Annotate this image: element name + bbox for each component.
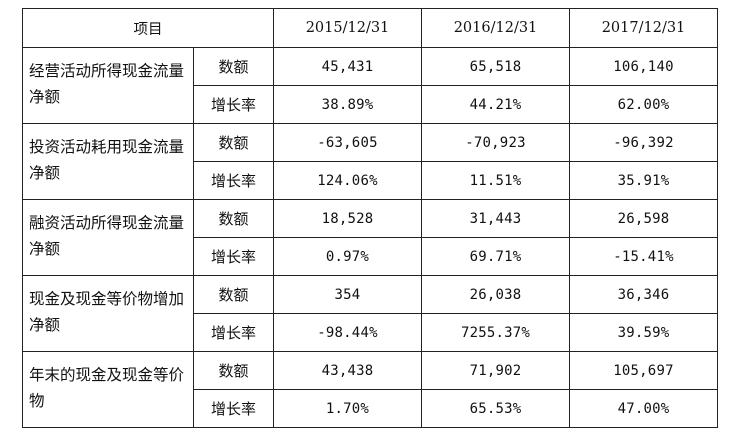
table-header-row: 项目 2015/12/31 2016/12/31 2017/12/31 bbox=[22, 8, 718, 48]
metric-label: 增长率 bbox=[193, 389, 274, 428]
table-row: 增长率 0.97% 69.71% -15.41% bbox=[23, 237, 718, 276]
table-row: 年末的现金及现金等价物 数额 43,438 71,902 105,697 bbox=[22, 351, 718, 428]
value-cell: -15.41% bbox=[569, 237, 718, 276]
value-cell: 1.70% bbox=[273, 389, 422, 428]
value-cell: 106,140 bbox=[569, 47, 718, 86]
metric-label: 数额 bbox=[193, 199, 274, 238]
value-cell: 39.59% bbox=[569, 313, 718, 352]
value-cell: -96,392 bbox=[569, 123, 718, 162]
value-cell: 65,518 bbox=[421, 47, 570, 86]
table-row: 经营活动所得现金流量净额 数额 45,431 65,518 106,140 bbox=[22, 47, 718, 124]
value-cell: 0.97% bbox=[273, 237, 422, 276]
metric-label: 增长率 bbox=[193, 85, 274, 124]
value-cell: 26,598 bbox=[569, 199, 718, 238]
value-cell: -70,923 bbox=[421, 123, 570, 162]
value-cell: 45,431 bbox=[273, 47, 422, 86]
table-row: 融资活动所得现金流量净额 数额 18,528 31,443 26,598 bbox=[22, 199, 718, 276]
value-cell: 31,443 bbox=[421, 199, 570, 238]
table-row: 现金及现金等价物增加净额 数额 354 26,038 36,346 bbox=[22, 275, 718, 352]
cash-flow-table: 项目 2015/12/31 2016/12/31 2017/12/31 经营活动… bbox=[22, 8, 718, 428]
row-group-name: 现金及现金等价物增加净额 bbox=[22, 275, 194, 352]
table-row: 投资活动耗用现金流量净额 数额 -63,605 -70,923 -96,392 bbox=[22, 123, 718, 200]
cash-flow-table-container: 项目 2015/12/31 2016/12/31 2017/12/31 经营活动… bbox=[22, 8, 718, 428]
header-year-2015: 2015/12/31 bbox=[273, 8, 422, 48]
table-row: 增长率 124.06% 11.51% 35.91% bbox=[23, 161, 718, 200]
value-cell: 71,902 bbox=[421, 351, 570, 390]
value-cell: 7255.37% bbox=[421, 313, 570, 352]
value-cell: -98.44% bbox=[273, 313, 422, 352]
metric-label: 增长率 bbox=[193, 237, 274, 276]
value-cell: 124.06% bbox=[273, 161, 422, 200]
value-cell: 11.51% bbox=[421, 161, 570, 200]
metric-label: 增长率 bbox=[193, 313, 274, 352]
row-group-name: 经营活动所得现金流量净额 bbox=[22, 47, 194, 124]
header-item-label: 项目 bbox=[22, 8, 274, 48]
value-cell: 35.91% bbox=[569, 161, 718, 200]
value-cell: 69.71% bbox=[421, 237, 570, 276]
row-group-name: 融资活动所得现金流量净额 bbox=[22, 199, 194, 276]
table-row: 增长率 1.70% 65.53% 47.00% bbox=[23, 389, 718, 428]
value-cell: 36,346 bbox=[569, 275, 718, 314]
row-group-name: 年末的现金及现金等价物 bbox=[22, 351, 194, 428]
value-cell: 65.53% bbox=[421, 389, 570, 428]
value-cell: 44.21% bbox=[421, 85, 570, 124]
metric-label: 数额 bbox=[193, 47, 274, 86]
value-cell: 18,528 bbox=[273, 199, 422, 238]
metric-label: 数额 bbox=[193, 123, 274, 162]
metric-label: 数额 bbox=[193, 275, 274, 314]
metric-label: 数额 bbox=[193, 351, 274, 390]
metric-label: 增长率 bbox=[193, 161, 274, 200]
table-row: 增长率 -98.44% 7255.37% 39.59% bbox=[23, 313, 718, 352]
value-cell: 105,697 bbox=[569, 351, 718, 390]
header-year-2016: 2016/12/31 bbox=[421, 8, 570, 48]
row-group-name: 投资活动耗用现金流量净额 bbox=[22, 123, 194, 200]
value-cell: 26,038 bbox=[421, 275, 570, 314]
table-row: 增长率 38.89% 44.21% 62.00% bbox=[23, 85, 718, 124]
value-cell: -63,605 bbox=[273, 123, 422, 162]
header-year-2017: 2017/12/31 bbox=[569, 8, 718, 48]
value-cell: 354 bbox=[273, 275, 422, 314]
value-cell: 62.00% bbox=[569, 85, 718, 124]
value-cell: 38.89% bbox=[273, 85, 422, 124]
value-cell: 47.00% bbox=[569, 389, 718, 428]
value-cell: 43,438 bbox=[273, 351, 422, 390]
